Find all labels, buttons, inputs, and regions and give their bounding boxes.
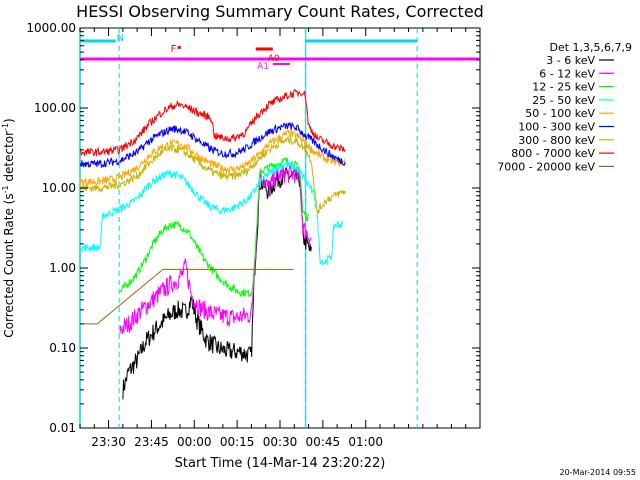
y-tick-label: 1.00: [49, 261, 76, 275]
y-axis-label-main: Corrected Count Rate (s: [2, 193, 16, 337]
legend-label-6: 300 - 800 keV: [518, 134, 595, 147]
x-tick-label: 00:15: [220, 435, 255, 449]
y-axis-label-mid: detector: [2, 131, 16, 186]
y-tick-label: 10.00: [42, 181, 76, 195]
legend-label-1: 6 - 12 keV: [539, 67, 595, 80]
chart-title: HESSI Observing Summary Count Rates, Cor…: [76, 2, 484, 21]
series-line-1: [119, 164, 312, 335]
series-line-3: [79, 161, 344, 267]
series-group: [79, 88, 346, 400]
y-axis-label-sup2: -1: [1, 123, 10, 131]
a1-label: A1: [257, 62, 269, 72]
x-axis-label: Start Time (14-Mar-14 23:20:22): [175, 456, 386, 471]
y-axis-label: Corrected Count Rate (s-1 detector-1): [1, 118, 16, 337]
x-tick-label: 23:45: [134, 435, 169, 449]
night-label: N: [117, 33, 124, 44]
plot-area: [79, 27, 481, 429]
x-tick-label: 00:45: [306, 435, 341, 449]
y-axis-label-sup1: -1: [1, 185, 10, 193]
legend-label-2: 12 - 25 keV: [532, 81, 595, 94]
x-tick-label: 01:00: [348, 435, 383, 449]
series-line-0: [122, 167, 312, 400]
legend-label-3: 25 - 50 keV: [532, 94, 595, 107]
series-line-8: [80, 268, 294, 325]
y-tick-label: 100.00: [34, 101, 76, 115]
legend-label-7: 800 - 7000 keV: [511, 147, 595, 160]
axes-group: 1000.00 100.00 10.00 1.00 0.10 0.01 23:30 23:45…: [26, 21, 481, 449]
x-tick-label: 00:30: [263, 435, 298, 449]
timestamp: 20-Mar-2014 09:55: [560, 468, 637, 477]
series-line-5: [79, 122, 346, 169]
x-tick-label: 00:00: [177, 435, 212, 449]
legend-label-5: 100 - 300 keV: [518, 121, 595, 134]
series-line-2: [119, 156, 310, 298]
legend-label-8: 7000 - 20000 keV: [497, 160, 595, 173]
legend-label-0: 3 - 6 keV: [546, 54, 595, 67]
y-axis-label-end: ): [2, 118, 16, 123]
series-line-6: [79, 136, 346, 215]
series-line-7: [79, 88, 346, 157]
y-tick-label: 1000.00: [26, 21, 76, 35]
legend-label-4: 50 - 100 keV: [525, 107, 595, 120]
y-tick-label: 0.01: [49, 421, 76, 435]
y-tick-label: 0.10: [49, 341, 76, 355]
x-tick-label: 23:30: [91, 435, 126, 449]
legend-title: Det 1,3,5,6,7,9: [549, 41, 632, 54]
flare-marker: [177, 46, 181, 49]
series-line-4: [79, 129, 346, 187]
a0-label: A0: [268, 54, 280, 64]
flare-label: F: [171, 44, 177, 55]
